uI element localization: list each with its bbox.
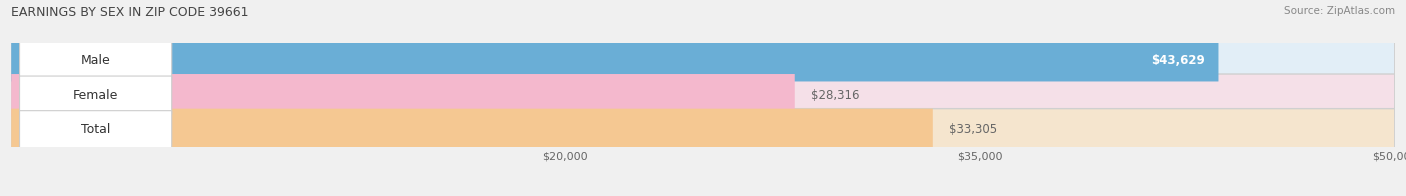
Text: Source: ZipAtlas.com: Source: ZipAtlas.com [1284, 6, 1395, 16]
FancyBboxPatch shape [20, 76, 172, 114]
Text: $28,316: $28,316 [811, 89, 860, 102]
FancyBboxPatch shape [11, 74, 1395, 116]
FancyBboxPatch shape [11, 39, 1219, 82]
Text: EARNINGS BY SEX IN ZIP CODE 39661: EARNINGS BY SEX IN ZIP CODE 39661 [11, 6, 249, 19]
Text: $43,629: $43,629 [1152, 54, 1205, 67]
FancyBboxPatch shape [20, 41, 172, 79]
Text: Male: Male [80, 54, 111, 67]
Text: Female: Female [73, 89, 118, 102]
Text: $33,305: $33,305 [949, 123, 997, 136]
FancyBboxPatch shape [11, 109, 1395, 151]
FancyBboxPatch shape [11, 74, 794, 116]
FancyBboxPatch shape [20, 111, 172, 149]
Text: Total: Total [82, 123, 110, 136]
FancyBboxPatch shape [11, 39, 1395, 82]
FancyBboxPatch shape [11, 109, 932, 151]
